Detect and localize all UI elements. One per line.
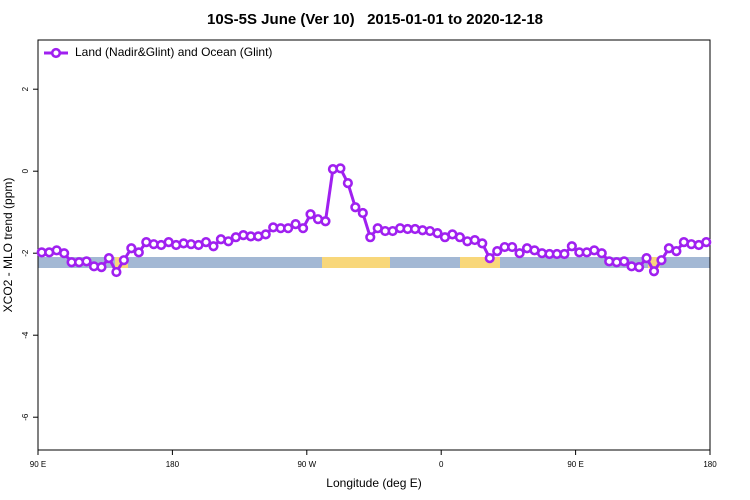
data-point [200,237,212,248]
data-point [492,246,503,257]
data-point [305,209,316,220]
y-tick-label: 2 [21,86,30,91]
data-point [290,218,301,230]
data-point [126,243,137,254]
data-point [335,163,346,174]
legend-label: Land (Nadir&Glint) and Ocean (Glint) [75,45,272,59]
data-point [320,216,331,227]
data-point [477,238,488,249]
x-tick-label: 180 [703,460,717,469]
x-tick-label: 180 [166,460,180,469]
data-point [297,223,309,234]
data-point [118,255,129,266]
data-point [484,253,495,264]
x-tick-label: 90 W [297,460,316,469]
y-tick-label: -4 [21,331,30,339]
data-point [357,207,368,219]
band-land [322,257,390,268]
data-point [596,248,607,259]
data-point [223,236,234,247]
data-point [133,247,144,258]
legend-marker [50,47,62,59]
y-tick-label: 0 [21,168,30,173]
data-point [81,256,92,267]
y-tick-label: -6 [21,413,30,421]
y-axis-label: XCO2 - MLO trend (ppm) [1,178,15,313]
x-tick-label: 90 E [30,460,46,469]
data-point [59,248,70,259]
data-point [559,248,570,260]
data-point [103,253,115,264]
chart-title: 10S-5S June (Ver 10) 2015-01-01 to 2020-… [207,11,543,28]
data-point [111,266,122,278]
data-point [454,232,465,243]
data-point [283,223,294,234]
y-tick-label: -2 [21,249,30,257]
data-point [633,262,645,273]
data-point [566,241,577,252]
data-point [350,202,361,213]
x-tick-label: 0 [439,460,444,469]
data-point [656,255,667,266]
data-point [671,246,682,257]
data-point [641,253,652,264]
x-tick-label: 90 E [567,460,583,469]
data-point [432,228,443,239]
data-point [342,177,353,189]
data-point [619,256,630,267]
data-point [365,232,376,243]
data-point [208,241,219,252]
data-point [260,229,271,240]
data-point [507,241,518,253]
data-point [701,237,712,248]
data-point [96,262,107,273]
band-land [460,257,500,268]
data-point [514,248,525,259]
band-land [648,257,660,268]
x-axis-label: Longitude (deg E) [326,476,421,490]
plot-frame [37,39,711,451]
data-point [648,266,660,277]
